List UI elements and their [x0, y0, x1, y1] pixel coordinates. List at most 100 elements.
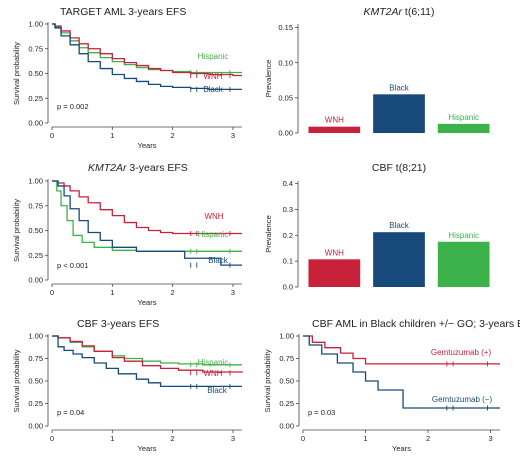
x-axis-label: Years [138, 141, 157, 150]
km-curve-black [52, 180, 242, 266]
y-tick-label: 1.00 [279, 332, 294, 341]
x-tick-label: 1 [110, 288, 114, 297]
y-tick-label: 1.00 [28, 332, 43, 341]
x-tick-label: 2 [171, 434, 175, 443]
km-curve-wnh [303, 335, 500, 365]
y-axis-label: Survival probability [12, 42, 21, 105]
x-tick-label: 2 [171, 288, 175, 297]
y-axis-label: Survival probability [12, 349, 21, 412]
y-axis-label: Prevalence [264, 60, 273, 98]
y-tick-label: 0.75 [279, 354, 294, 363]
y-tick-label: 0.05 [278, 93, 293, 102]
y-tick-label: 1.00 [28, 177, 43, 186]
series-label: Gemtuzumab (+) [431, 348, 492, 357]
panel-title: CBF 3-years EFS [77, 318, 159, 330]
panel-title-rest: 3-years EFS [127, 162, 188, 174]
x-tick-label: 1 [110, 131, 114, 140]
panel-bar-cbf: CBF t(8;21) 0.0 0.1 0.2 0.3 0.4 Prevalence WNH B… [264, 162, 490, 292]
bar-wnh [308, 259, 361, 287]
y-tick-label: 0.3 [283, 205, 293, 214]
panel-km-kmt2ar: KMT2Ar 3-years EFS 0.00 0.25 0.50 0.75 1.00 0 1… [12, 162, 242, 307]
x-tick-label: 1 [110, 434, 114, 443]
panel-title-italic: KMT2Ar [88, 162, 127, 174]
bar-label: Black [389, 83, 410, 92]
y-tick-label: 0.50 [28, 69, 43, 78]
p-value: p < 0.001 [57, 261, 89, 270]
x-tick-label: 1 [363, 434, 367, 443]
panel-title: KMT2Ar 3-years EFS [88, 162, 188, 174]
y-tick-label: 0.50 [28, 377, 43, 386]
x-tick-label: 2 [426, 434, 430, 443]
panel-title-rest: t(6;11) [402, 6, 434, 18]
y-tick-label: 0.00 [28, 422, 43, 431]
y-tick-label: 0.1 [283, 257, 293, 266]
x-axis-label: Years [138, 444, 157, 453]
y-tick-label: 0.00 [279, 422, 294, 431]
panel-title: CBF t(8;21) [372, 162, 426, 174]
p-value: p = 0.04 [57, 408, 84, 417]
km-curve-wnh [52, 180, 242, 235]
series-label: WNH [203, 72, 222, 81]
km-curve-hispanic [52, 23, 242, 74]
series-label: Black [207, 386, 228, 395]
y-axis-label: Survival probability [263, 349, 272, 412]
y-axis-label: Prevalence [264, 215, 273, 253]
bar-black [373, 94, 425, 133]
y-tick-label: 0.25 [28, 94, 43, 103]
y-tick-label: 1.00 [28, 20, 43, 29]
series-label: Black [208, 256, 229, 265]
x-tick-label: 0 [50, 434, 54, 443]
x-tick-label: 0 [50, 131, 54, 140]
y-tick-label: 0.10 [278, 58, 293, 67]
series-label: Black [203, 85, 224, 94]
y-tick-label: 0.25 [28, 251, 43, 260]
km-curve-black [52, 335, 242, 388]
y-tick-label: 0.2 [283, 231, 293, 240]
y-tick-label: 0.75 [28, 354, 43, 363]
x-tick-label: 2 [171, 131, 175, 140]
bar-label: WNH [325, 116, 344, 125]
panel-title: TARGET AML 3-years EFS [60, 6, 186, 18]
bar-label: Black [389, 221, 410, 230]
series-label: Hispanic [198, 52, 229, 61]
series-label: Hispanic [198, 230, 229, 239]
p-value: p = 0.03 [308, 408, 335, 417]
km-curve-black [303, 335, 500, 409]
panel-km-go: CBF AML in Black children +/− GO; 3-year… [263, 318, 520, 453]
y-tick-label: 0.75 [28, 201, 43, 210]
panel-title: CBF AML in Black children +/− GO; 3-year… [312, 318, 520, 330]
x-tick-label: 0 [301, 434, 305, 443]
x-tick-label: 3 [489, 434, 493, 443]
x-tick-label: 3 [231, 288, 235, 297]
x-tick-label: 0 [50, 288, 54, 297]
panel-bar-kmt2ar: KMT2Ar t(6;11) 0.00 0.05 0.10 0.15 Prevalence… [264, 6, 490, 138]
km-curve-wnh [52, 335, 243, 373]
x-tick-label: 3 [231, 131, 235, 140]
y-tick-label: 0.0 [283, 283, 293, 292]
series-label: WNH [204, 212, 223, 221]
series-label: Hispanic [198, 358, 229, 367]
panel-km-cbf: CBF 3-years EFS 0.00 0.25 0.50 0.75 1.00 0 1 2 3 Y… [12, 318, 243, 453]
x-axis-label: Years [392, 444, 411, 453]
series-label: WNH [203, 369, 222, 378]
bar-hispanic [437, 123, 490, 133]
y-tick-label: 0.00 [28, 119, 43, 128]
y-tick-label: 0.25 [28, 399, 43, 408]
bar-label: WNH [325, 248, 344, 257]
bar-hispanic [437, 241, 490, 287]
p-value: p = 0.002 [57, 102, 89, 111]
panel-title-italic: KMT2Ar [364, 6, 403, 18]
y-tick-label: 0.50 [28, 226, 43, 235]
y-tick-label: 0.15 [278, 23, 293, 32]
series-label: Gemtuzumab (−) [432, 395, 493, 404]
x-tick-label: 3 [231, 434, 235, 443]
panel-title: KMT2Ar t(6;11) [364, 6, 435, 18]
y-tick-label: 0.4 [283, 179, 293, 188]
panel-km-target: TARGET AML 3-years EFS 0.00 0.25 0.50 0.75 1.… [12, 6, 242, 150]
y-tick-label: 0.00 [278, 129, 293, 138]
bar-black [373, 232, 425, 287]
y-axis-label: Survival probability [12, 199, 21, 262]
bar-label: Hispanic [448, 231, 479, 240]
